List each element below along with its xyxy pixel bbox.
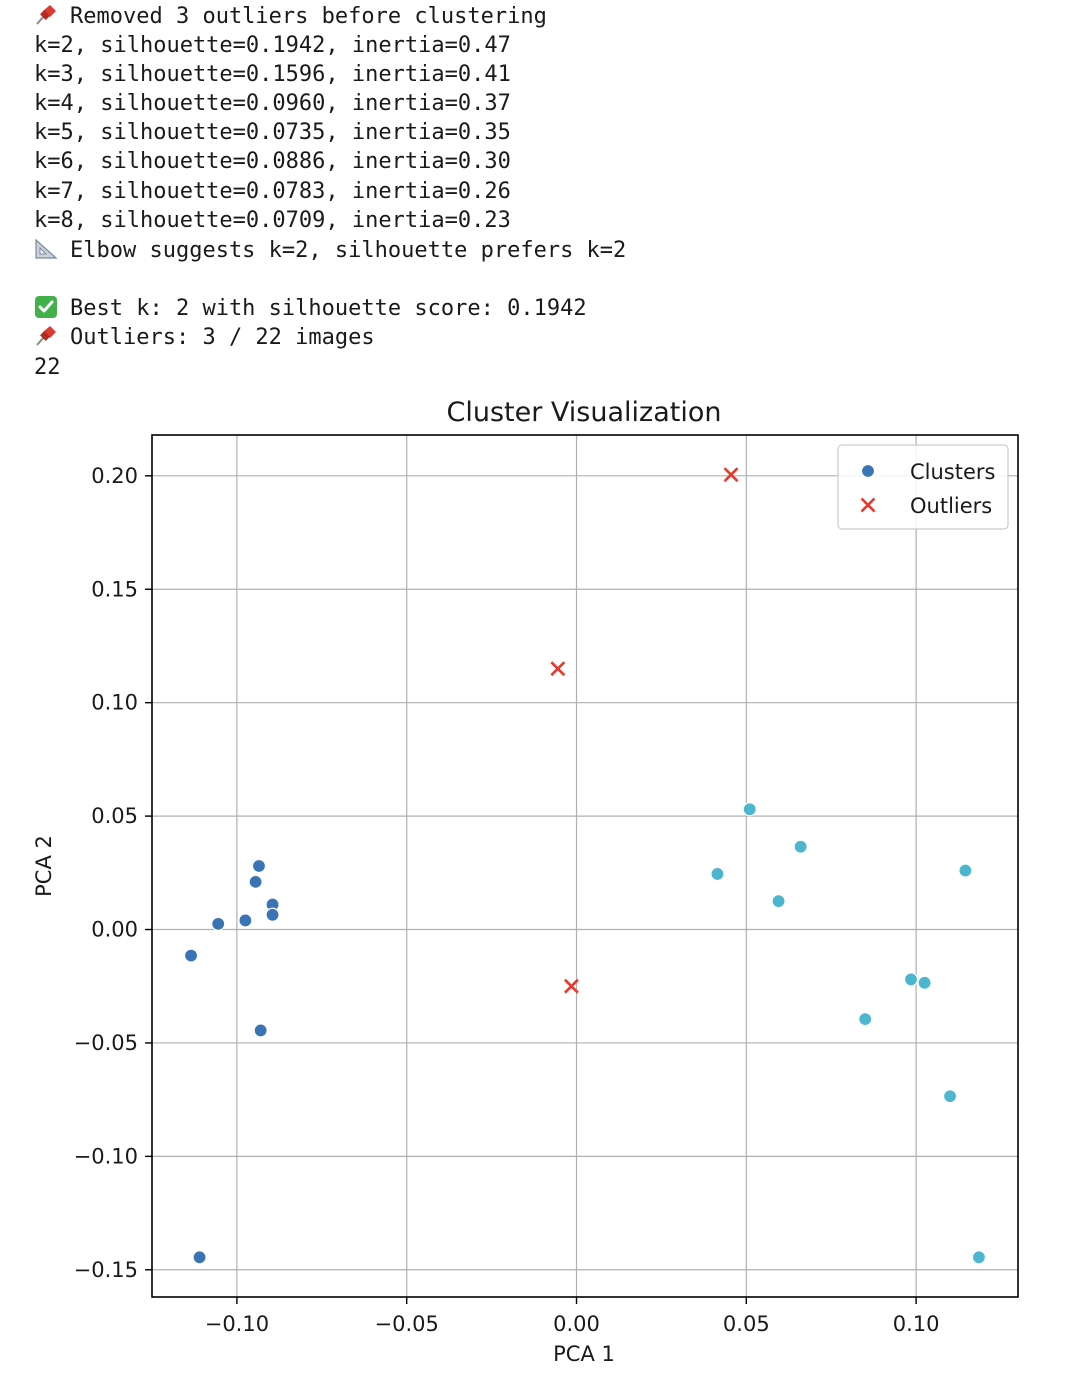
plot-frame [151, 434, 1019, 1298]
cluster-point [742, 802, 757, 817]
cluster-point [903, 972, 919, 987]
cluster-point [183, 948, 199, 963]
outlier-point [723, 467, 739, 483]
pushpin-icon [34, 4, 70, 29]
console-line-text: k=8, silhouette=0.0709, inertia=0.23 [34, 208, 511, 233]
x-stroke [860, 497, 876, 513]
cluster-point [265, 907, 280, 922]
console-line: Elbow suggests k=2, silhouette prefers k… [34, 236, 626, 266]
outlier-point [563, 978, 579, 994]
console-line: 22 [34, 353, 61, 383]
cluster-point [793, 839, 808, 854]
console-line: Best k: 2 with silhouette score: 0.1942 [34, 294, 587, 324]
legend-circle-marker [860, 463, 876, 479]
cluster-point [771, 894, 786, 909]
cluster-point [858, 1012, 873, 1027]
console-line: k=5, silhouette=0.0735, inertia=0.35 [34, 118, 511, 148]
console-line-text: k=6, silhouette=0.0886, inertia=0.30 [34, 149, 511, 174]
y-tick-label: 0.15 [91, 577, 138, 601]
cluster-point [942, 1089, 958, 1104]
console-line-text: Best k: 2 with silhouette score: 0.1942 [70, 296, 587, 321]
x-stroke [563, 978, 579, 994]
console-line-text: k=4, silhouette=0.0960, inertia=0.37 [34, 91, 511, 116]
y-tick-label: 0.00 [91, 918, 138, 942]
x-tick-label: 0.05 [723, 1312, 770, 1336]
cluster-point [958, 863, 973, 878]
legend-label: Outliers [910, 494, 992, 518]
triangular-ruler-icon [34, 238, 70, 263]
cluster-point [238, 913, 253, 928]
console-line: Removed 3 outliers before clustering [34, 2, 547, 32]
console-line: k=4, silhouette=0.0960, inertia=0.37 [34, 89, 511, 119]
console-line-text: k=7, silhouette=0.0783, inertia=0.26 [34, 179, 511, 204]
y-tick-label: −0.15 [74, 1258, 138, 1282]
legend-x-marker [860, 497, 876, 513]
legend-box [837, 444, 1009, 530]
console-line: Outliers: 3 / 22 images [34, 323, 375, 353]
cluster-point [253, 1023, 268, 1038]
cluster-point [192, 1250, 207, 1265]
x-tick-label: −0.10 [205, 1312, 269, 1336]
y-tick-label: −0.05 [74, 1031, 138, 1055]
cluster-point [251, 858, 267, 874]
console-line-text: k=5, silhouette=0.0735, inertia=0.35 [34, 120, 511, 145]
x-axis-label: PCA 1 [553, 1342, 615, 1366]
x-stroke [550, 661, 566, 677]
console-line: k=2, silhouette=0.1942, inertia=0.47 [34, 31, 511, 61]
cluster-point [917, 975, 932, 990]
x-tick-label: 0.00 [553, 1312, 600, 1336]
console-line-text: Elbow suggests k=2, silhouette prefers k… [70, 238, 627, 263]
y-axis-label: PCA 2 [32, 835, 56, 897]
axis-ticks: −0.10 −0.05 0.00 0.05 0.10 −0.15 −0.10 −0.05 0.0… [74, 464, 940, 1336]
cluster-scatter-chart: −0.10 −0.05 0.00 0.05 0.10 −0.15 −0.10 −0.05 0.0… [32, 397, 1019, 1366]
console-line-text: Removed 3 outliers before clustering [70, 4, 547, 29]
x-tick-label: −0.05 [375, 1312, 439, 1336]
cluster-point [710, 866, 725, 882]
chart-title: Cluster Visualization [447, 397, 722, 428]
console-line: k=6, silhouette=0.0886, inertia=0.30 [34, 147, 511, 177]
grid-lines [152, 435, 1018, 1297]
y-tick-label: −0.10 [74, 1144, 138, 1168]
console-line-text: Outliers: 3 / 22 images [70, 325, 375, 350]
data-points [183, 467, 987, 1265]
cluster-point [211, 916, 226, 931]
console-line-text: k=3, silhouette=0.1596, inertia=0.41 [34, 62, 511, 87]
cluster-point [248, 874, 263, 889]
console-line: k=7, silhouette=0.0783, inertia=0.26 [34, 177, 511, 207]
outlier-point [550, 661, 566, 677]
pushpin-icon [34, 325, 70, 350]
console-line-text: k=2, silhouette=0.1942, inertia=0.47 [34, 33, 511, 58]
x-tick-label: 0.10 [893, 1312, 940, 1336]
legend: Clusters Outliers [837, 444, 1009, 530]
console-line: k=3, silhouette=0.1596, inertia=0.41 [34, 60, 511, 90]
legend-label: Clusters [910, 460, 995, 484]
check-mark-icon [34, 296, 70, 321]
y-tick-label: 0.10 [91, 691, 138, 715]
y-tick-label: 0.05 [91, 804, 138, 828]
console-line-text: 22 [34, 355, 61, 380]
y-tick-label: 0.20 [91, 464, 138, 488]
console-line: k=8, silhouette=0.0709, inertia=0.23 [34, 206, 511, 236]
cluster-point [971, 1250, 987, 1265]
x-stroke [723, 467, 739, 483]
